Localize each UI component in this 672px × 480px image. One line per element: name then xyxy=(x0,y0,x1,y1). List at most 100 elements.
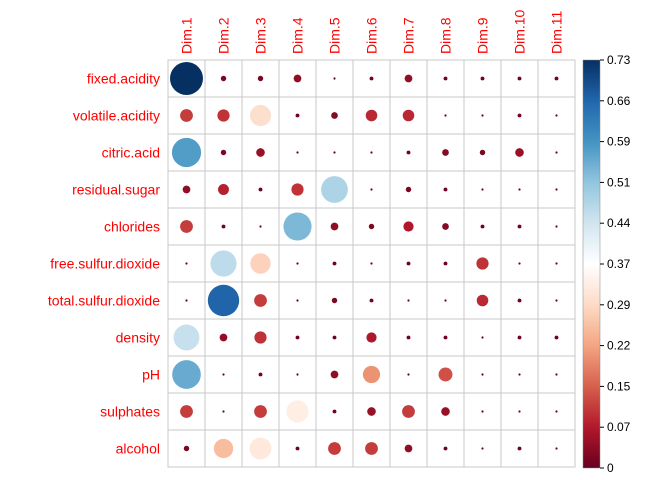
circle-pH-Dim.11 xyxy=(555,373,558,376)
row-label: sulphates xyxy=(100,404,160,420)
circle-fixed.acidity-Dim.9 xyxy=(480,76,485,81)
circle-density-Dim.1 xyxy=(173,324,200,351)
circle-chlorides-Dim.6 xyxy=(368,223,375,230)
circle-residual.sugar-Dim.9 xyxy=(481,188,484,191)
circle-sulphates-Dim.9 xyxy=(481,410,484,413)
circle-total.sulfur.dioxide-Dim.2 xyxy=(207,284,240,317)
colorbar-tick-label: 0.66 xyxy=(607,94,631,108)
circle-sulphates-Dim.1 xyxy=(180,405,193,418)
circle-density-Dim.7 xyxy=(406,335,411,340)
circle-citric.acid-Dim.6 xyxy=(370,151,373,154)
circle-citric.acid-Dim.3 xyxy=(256,148,265,157)
colorbar-gradient xyxy=(582,59,601,469)
circle-pH-Dim.1 xyxy=(172,360,201,389)
circle-chlorides-Dim.9 xyxy=(480,224,485,229)
column-label: Dim.7 xyxy=(401,17,417,54)
row-label: pH xyxy=(142,367,160,383)
circle-free.sulfur.dioxide-Dim.4 xyxy=(296,262,299,265)
circle-residual.sugar-Dim.3 xyxy=(258,187,263,192)
row-label: density xyxy=(116,330,160,346)
circle-alcohol-Dim.10 xyxy=(517,446,522,451)
circle-citric.acid-Dim.2 xyxy=(220,149,227,156)
circle-density-Dim.3 xyxy=(254,331,267,344)
circle-fixed.acidity-Dim.11 xyxy=(554,76,559,81)
circle-sulphates-Dim.2 xyxy=(222,410,225,413)
column-label: Dim.3 xyxy=(253,17,269,54)
circle-sulphates-Dim.6 xyxy=(367,407,376,416)
circle-residual.sugar-Dim.4 xyxy=(291,183,304,196)
circle-pH-Dim.2 xyxy=(222,373,225,376)
circle-alcohol-Dim.1 xyxy=(183,445,190,452)
circle-residual.sugar-Dim.11 xyxy=(555,188,558,191)
circle-residual.sugar-Dim.10 xyxy=(518,188,521,191)
circle-pH-Dim.3 xyxy=(258,372,263,377)
circle-volatile.acidity-Dim.5 xyxy=(331,112,338,119)
circle-fixed.acidity-Dim.4 xyxy=(293,74,302,83)
circle-fixed.acidity-Dim.7 xyxy=(404,74,413,83)
column-label: Dim.5 xyxy=(327,17,343,54)
colorbar-tick-label: 0.73 xyxy=(607,53,631,67)
circle-layer xyxy=(170,62,559,460)
row-label: citric.acid xyxy=(102,145,160,161)
column-label: Dim.9 xyxy=(475,17,491,54)
circle-citric.acid-Dim.1 xyxy=(171,137,202,168)
circle-total.sulfur.dioxide-Dim.1 xyxy=(185,299,188,302)
circle-volatile.acidity-Dim.3 xyxy=(249,104,272,127)
circle-residual.sugar-Dim.8 xyxy=(443,187,448,192)
circle-density-Dim.9 xyxy=(481,336,484,339)
circle-total.sulfur.dioxide-Dim.7 xyxy=(407,299,410,302)
circle-free.sulfur.dioxide-Dim.6 xyxy=(370,262,373,265)
circle-alcohol-Dim.5 xyxy=(328,442,341,455)
circle-volatile.acidity-Dim.8 xyxy=(444,114,447,117)
row-label: residual.sugar xyxy=(72,182,160,198)
circle-citric.acid-Dim.11 xyxy=(555,151,558,154)
circle-fixed.acidity-Dim.10 xyxy=(517,76,522,81)
circle-total.sulfur.dioxide-Dim.11 xyxy=(555,299,558,302)
circle-volatile.acidity-Dim.4 xyxy=(295,113,300,118)
circle-sulphates-Dim.8 xyxy=(441,407,450,416)
circle-density-Dim.5 xyxy=(332,335,337,340)
circle-sulphates-Dim.3 xyxy=(254,405,267,418)
row-label: total.sulfur.dioxide xyxy=(48,293,160,309)
column-label: Dim.6 xyxy=(364,17,380,54)
row-label: free.sulfur.dioxide xyxy=(50,256,160,272)
column-label: Dim.10 xyxy=(512,9,528,54)
circle-total.sulfur.dioxide-Dim.8 xyxy=(444,299,447,302)
circle-volatile.acidity-Dim.11 xyxy=(555,114,558,117)
colorbar-tick-label: 0.29 xyxy=(607,298,631,312)
colorbar-tick-label: 0.59 xyxy=(607,135,631,149)
circle-alcohol-Dim.2 xyxy=(213,438,234,459)
circle-fixed.acidity-Dim.6 xyxy=(369,76,374,81)
circle-residual.sugar-Dim.6 xyxy=(370,188,373,191)
circle-free.sulfur.dioxide-Dim.11 xyxy=(555,262,558,265)
circle-citric.acid-Dim.5 xyxy=(333,151,336,154)
circle-density-Dim.8 xyxy=(443,335,448,340)
circle-fixed.acidity-Dim.2 xyxy=(220,75,227,82)
circle-chlorides-Dim.8 xyxy=(442,223,449,230)
circle-density-Dim.10 xyxy=(517,335,522,340)
colorbar: 0.73 0.66 0.59 0.51 0.44 0.37 0.29 0.22 0.15 0.07… xyxy=(582,53,631,475)
circle-pH-Dim.9 xyxy=(481,373,484,376)
circle-volatile.acidity-Dim.7 xyxy=(402,109,415,122)
circle-residual.sugar-Dim.1 xyxy=(182,185,191,194)
circle-chlorides-Dim.11 xyxy=(555,225,558,228)
circle-fixed.acidity-Dim.8 xyxy=(443,76,448,81)
circle-citric.acid-Dim.9 xyxy=(479,149,486,156)
circle-free.sulfur.dioxide-Dim.10 xyxy=(518,262,521,265)
circle-alcohol-Dim.4 xyxy=(295,446,300,451)
circle-sulphates-Dim.4 xyxy=(286,400,309,423)
circle-citric.acid-Dim.4 xyxy=(296,151,299,154)
circle-free.sulfur.dioxide-Dim.2 xyxy=(210,250,237,277)
row-labels: fixed.acidity volatile.acidity citric.acid… xyxy=(48,71,160,457)
colorbar-ticks: 0.73 0.66 0.59 0.51 0.44 0.37 0.29 0.22 0.15 0.07… xyxy=(600,53,631,475)
column-label: Dim.2 xyxy=(216,17,232,54)
circle-density-Dim.11 xyxy=(554,335,559,340)
circle-residual.sugar-Dim.7 xyxy=(405,186,412,193)
circle-free.sulfur.dioxide-Dim.3 xyxy=(250,253,271,274)
circle-sulphates-Dim.5 xyxy=(332,409,337,414)
column-label: Dim.1 xyxy=(179,17,195,54)
circle-sulphates-Dim.7 xyxy=(402,405,415,418)
circle-fixed.acidity-Dim.3 xyxy=(257,75,264,82)
colorbar-tick-label: 0 xyxy=(607,461,614,475)
